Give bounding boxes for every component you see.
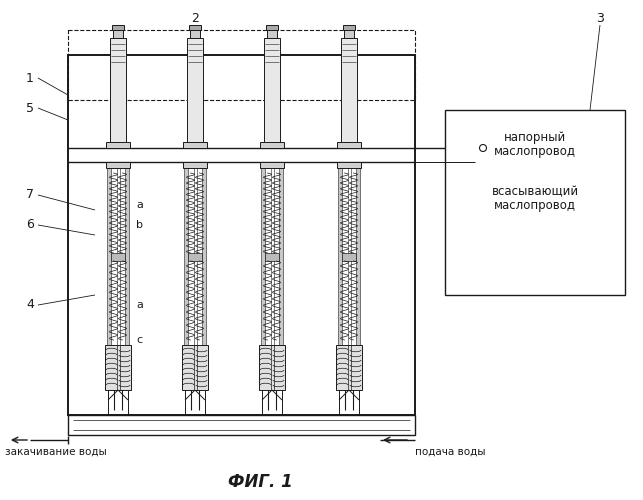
Text: 3: 3 xyxy=(596,12,604,24)
Bar xyxy=(260,162,284,168)
Bar xyxy=(337,162,361,168)
Bar xyxy=(279,168,283,345)
Text: 4: 4 xyxy=(26,298,34,312)
Text: 2: 2 xyxy=(191,12,199,24)
Text: a: a xyxy=(136,300,143,310)
Bar xyxy=(113,30,123,38)
Text: 6: 6 xyxy=(26,218,34,232)
Bar xyxy=(106,162,130,168)
Bar xyxy=(112,25,124,30)
Text: маслопровод: маслопровод xyxy=(494,146,576,158)
Bar xyxy=(267,30,277,38)
Bar xyxy=(188,253,202,261)
Bar xyxy=(190,30,200,38)
Bar xyxy=(183,142,207,148)
Bar xyxy=(344,30,354,38)
Bar xyxy=(264,38,280,146)
Text: подача воды: подача воды xyxy=(415,447,485,457)
Bar xyxy=(336,345,362,390)
Bar xyxy=(182,345,208,390)
Bar xyxy=(343,25,355,30)
Bar xyxy=(265,253,279,261)
Bar xyxy=(187,38,203,146)
Text: b: b xyxy=(136,220,143,230)
Text: 5: 5 xyxy=(26,102,34,114)
Bar xyxy=(68,55,415,415)
Bar xyxy=(260,142,284,148)
Circle shape xyxy=(480,144,487,152)
Bar xyxy=(261,168,265,345)
Bar xyxy=(107,168,111,345)
Bar xyxy=(106,142,130,148)
Bar xyxy=(68,415,415,435)
Bar xyxy=(341,38,357,146)
Text: c: c xyxy=(136,335,142,345)
Text: всасывающий: всасывающий xyxy=(491,186,579,198)
Bar xyxy=(259,345,285,390)
Text: напорный: напорный xyxy=(504,132,566,144)
Text: закачивание воды: закачивание воды xyxy=(5,447,107,457)
Bar xyxy=(110,38,126,146)
Bar xyxy=(342,253,356,261)
Bar xyxy=(189,25,201,30)
Bar xyxy=(105,345,131,390)
Text: 1: 1 xyxy=(26,72,34,85)
Bar xyxy=(337,142,361,148)
Text: a: a xyxy=(136,200,143,210)
Bar xyxy=(68,30,415,100)
Text: маслопровод: маслопровод xyxy=(494,200,576,212)
Bar xyxy=(266,25,278,30)
Bar xyxy=(338,168,342,345)
Bar xyxy=(356,168,360,345)
Bar xyxy=(202,168,206,345)
Text: ФИГ. 1: ФИГ. 1 xyxy=(228,473,293,491)
Text: 7: 7 xyxy=(26,188,34,202)
Bar xyxy=(125,168,129,345)
Bar xyxy=(183,162,207,168)
Bar xyxy=(111,253,125,261)
Bar xyxy=(184,168,188,345)
Bar xyxy=(445,110,625,295)
